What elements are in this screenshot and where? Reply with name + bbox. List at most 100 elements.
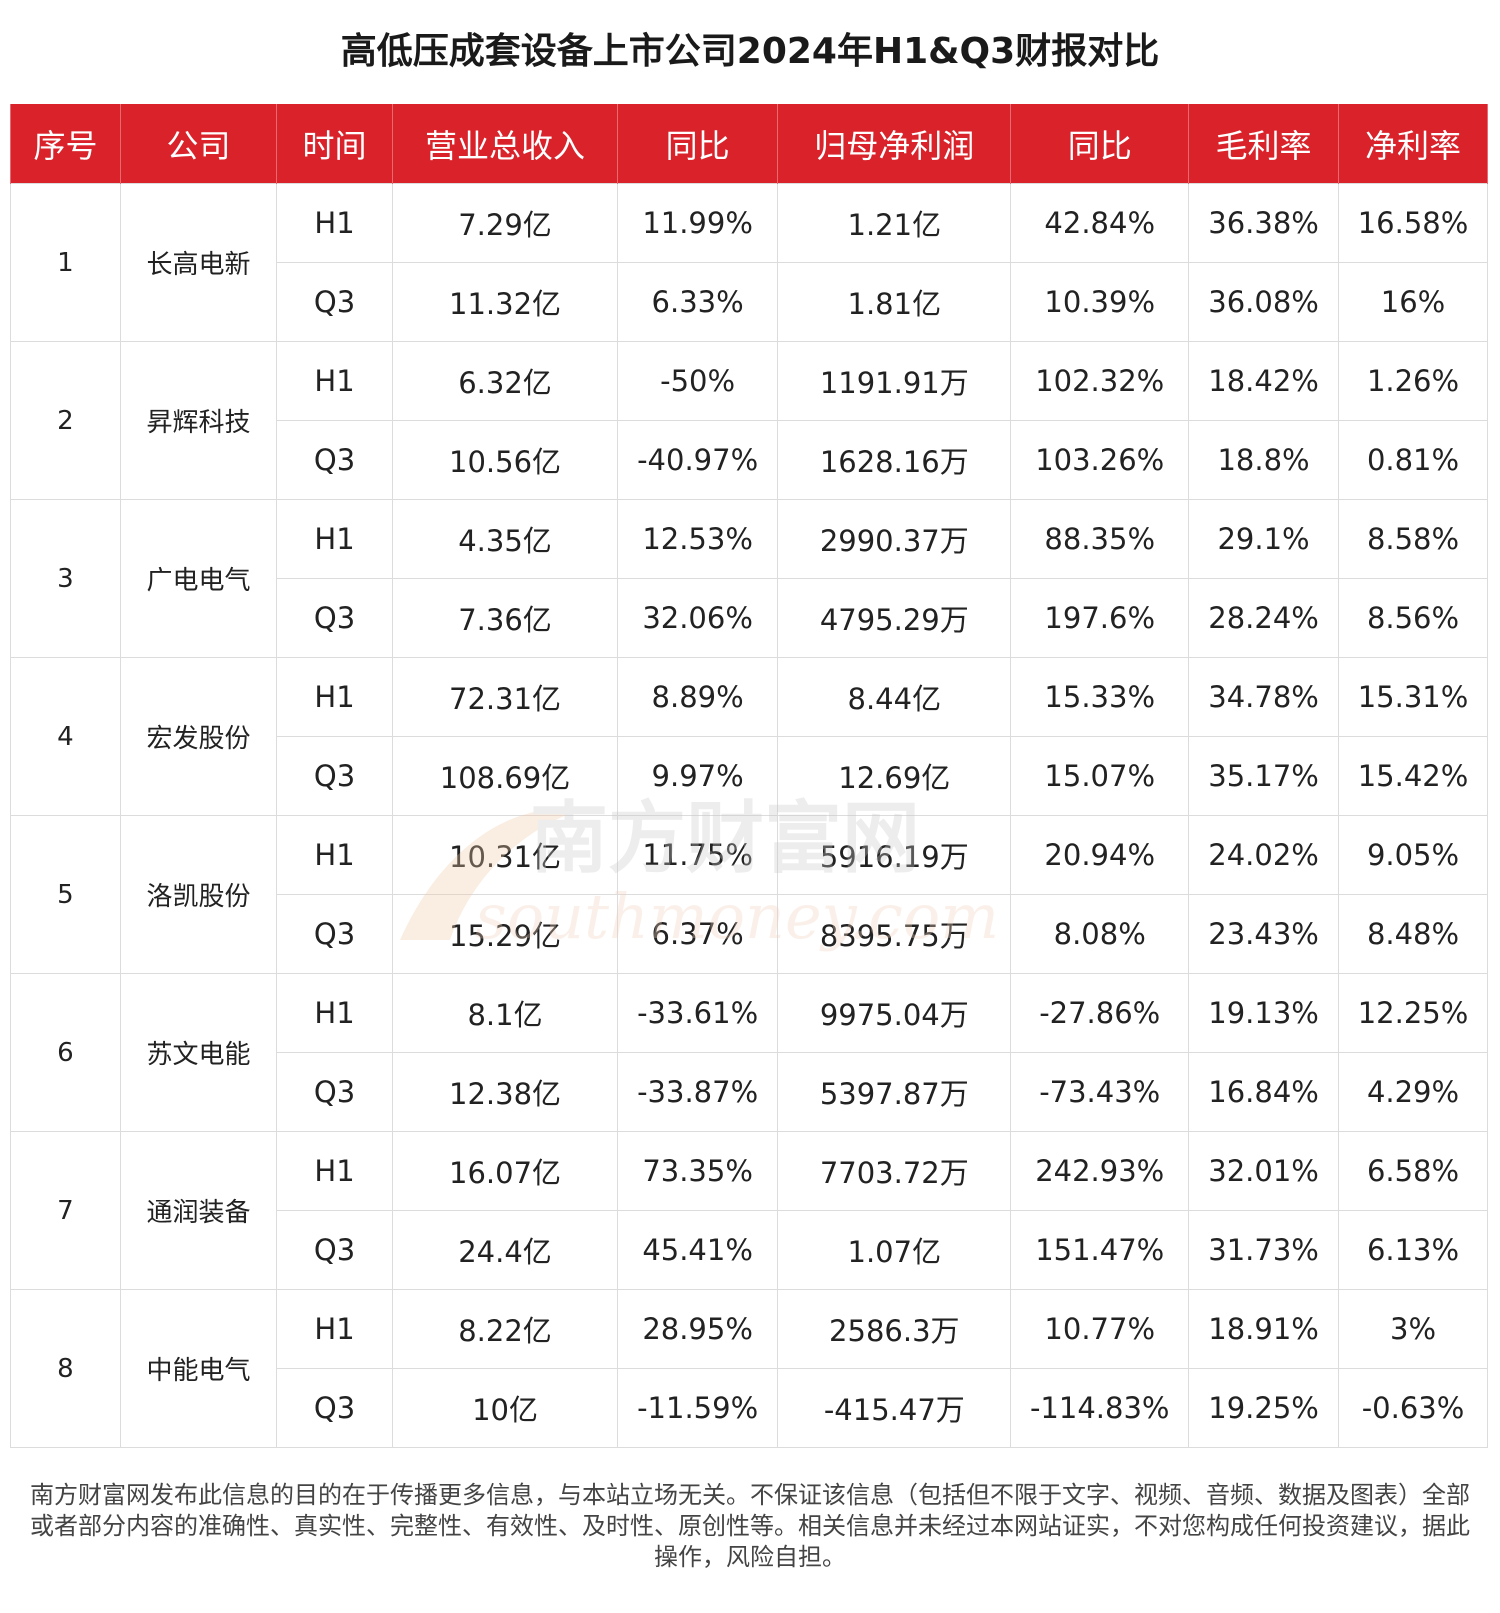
table-row: Q3 108.69亿 9.97% 12.69亿 15.07% 35.17% 15.42%: [11, 736, 1488, 816]
table-cell: 15.07%: [1010, 736, 1190, 816]
table-row: Q3 7.36亿 32.06% 4795.29万 197.6% 28.24% 8.56%: [11, 578, 1488, 658]
table-cell: 12.69亿: [777, 736, 1012, 816]
table-cell: 5916.19万: [777, 815, 1012, 895]
table-cell: 8.44亿: [777, 657, 1012, 737]
column-header: 毛利率: [1188, 104, 1340, 184]
table-cell: -27.86%: [1010, 973, 1190, 1053]
table-cell: 8.48%: [1338, 894, 1488, 974]
table-row: 6 苏文电能 H1 8.1亿 -33.61% 9975.04万 -27.86% 19.13% 1…: [10, 973, 1488, 1132]
table-cell: 24.4亿: [392, 1210, 618, 1290]
table-cell: 18.8%: [1188, 420, 1340, 500]
table-cell: 5397.87万: [777, 1052, 1012, 1132]
table-cell: -33.87%: [616, 1052, 779, 1132]
table-header-row: 序号 公司 时间 营业总收入 同比 归母净利润 同比 毛利率 净利率: [10, 104, 1488, 184]
financial-table: 序号 公司 时间 营业总收入 同比 归母净利润 同比 毛利率 净利率 1 长高电新 H1 7.29亿 1…: [10, 104, 1488, 1448]
table-row: 5 洛凯股份 H1 10.31亿 11.75% 5916.19万 20.94% 24.02% 9…: [10, 815, 1488, 974]
table-cell: 16.84%: [1188, 1052, 1340, 1132]
table-row: 7 通润装备 H1 16.07亿 73.35% 7703.72万 242.93% 32.01%…: [10, 1131, 1488, 1290]
table-cell: 0.81%: [1338, 420, 1488, 500]
table-cell: 73.35%: [616, 1131, 779, 1211]
row-index: 6: [10, 973, 121, 1132]
table-cell: 28.95%: [616, 1289, 779, 1369]
table-cell: Q3: [275, 262, 394, 342]
table-cell: 10.39%: [1010, 262, 1190, 342]
table-cell: 28.24%: [1188, 578, 1340, 658]
column-header: 同比: [616, 104, 779, 184]
disclaimer-footer: 南方财富网发布此信息的目的在于传播更多信息，与本站立场无关。不保证该信息（包括但…: [30, 1481, 1470, 1571]
table-cell: 9.97%: [616, 736, 779, 816]
table-cell: -40.97%: [616, 420, 779, 500]
company-name: 昇辉科技: [119, 341, 278, 500]
table-cell: 12.38亿: [392, 1052, 618, 1132]
table-cell: 16%: [1338, 262, 1488, 342]
row-index: 2: [10, 341, 121, 500]
table-cell: 8.22亿: [392, 1289, 618, 1369]
table-cell: 15.31%: [1338, 657, 1488, 737]
table-cell: Q3: [275, 736, 394, 816]
table-cell: 15.29亿: [392, 894, 618, 974]
table-cell: H1: [275, 815, 394, 895]
row-index: 8: [10, 1289, 121, 1448]
table-cell: H1: [275, 341, 394, 421]
table-cell: 19.25%: [1188, 1368, 1340, 1448]
table-cell: 34.78%: [1188, 657, 1340, 737]
table-cell: 6.58%: [1338, 1131, 1488, 1211]
company-name: 中能电气: [119, 1289, 278, 1448]
table-cell: H1: [275, 499, 394, 579]
table-row: Q3 10亿 -11.59% -415.47万 -114.83% 19.25% -0.63%: [11, 1368, 1488, 1448]
table-cell: 4.35亿: [392, 499, 618, 579]
table-cell: 19.13%: [1188, 973, 1340, 1053]
table-cell: 6.32亿: [392, 341, 618, 421]
table-cell: 45.41%: [616, 1210, 779, 1290]
table-cell: 36.38%: [1188, 183, 1340, 263]
table-cell: 1.07亿: [777, 1210, 1012, 1290]
table-cell: 242.93%: [1010, 1131, 1190, 1211]
column-header: 营业总收入: [392, 104, 618, 184]
table-cell: 15.33%: [1010, 657, 1190, 737]
table-cell: 151.47%: [1010, 1210, 1190, 1290]
table-row: Q3 24.4亿 45.41% 1.07亿 151.47% 31.73% 6.13%: [11, 1210, 1488, 1290]
table-cell: 12.53%: [616, 499, 779, 579]
table-cell: -73.43%: [1010, 1052, 1190, 1132]
table-cell: 10.31亿: [392, 815, 618, 895]
table-cell: -33.61%: [616, 973, 779, 1053]
page-title: 高低压成套设备上市公司2024年H1&Q3财报对比: [340, 31, 1160, 72]
table-row: 2 昇辉科技 H1 6.32亿 -50% 1191.91万 102.32% 18.42% 1.2…: [10, 341, 1488, 500]
table-cell: 24.02%: [1188, 815, 1340, 895]
table-cell: 29.1%: [1188, 499, 1340, 579]
row-index: 1: [10, 183, 121, 342]
table-row: 3 广电电气 H1 4.35亿 12.53% 2990.37万 88.35% 29.1% 8.5…: [10, 499, 1488, 658]
table-cell: 1191.91万: [777, 341, 1012, 421]
table-cell: 7.29亿: [392, 183, 618, 263]
table-cell: 11.75%: [616, 815, 779, 895]
table-cell: 9.05%: [1338, 815, 1488, 895]
table-cell: 8.58%: [1338, 499, 1488, 579]
company-name: 长高电新: [119, 183, 278, 342]
table-cell: 32.01%: [1188, 1131, 1340, 1211]
financial-table-container: 序号 公司 时间 营业总收入 同比 归母净利润 同比 毛利率 净利率 1 长高电新 H1 7.29亿 1…: [10, 104, 1488, 1448]
column-header: 公司: [119, 104, 278, 184]
table-cell: 32.06%: [616, 578, 779, 658]
column-header: 时间: [275, 104, 394, 184]
table-cell: Q3: [275, 578, 394, 658]
table-cell: 102.32%: [1010, 341, 1190, 421]
table-cell: 4795.29万: [777, 578, 1012, 658]
table-cell: H1: [275, 973, 394, 1053]
table-cell: H1: [275, 1131, 394, 1211]
table-cell: Q3: [275, 1052, 394, 1132]
row-index: 3: [10, 499, 121, 658]
table-cell: 10.56亿: [392, 420, 618, 500]
table-cell: 7703.72万: [777, 1131, 1012, 1211]
table-cell: 2586.3万: [777, 1289, 1012, 1369]
table-cell: 36.08%: [1188, 262, 1340, 342]
row-index: 5: [10, 815, 121, 974]
table-body: 1 长高电新 H1 7.29亿 11.99% 1.21亿 42.84% 36.38% 16.58…: [10, 183, 1488, 1448]
table-cell: 16.07亿: [392, 1131, 618, 1211]
table-cell: 3%: [1338, 1289, 1488, 1369]
table-cell: 23.43%: [1188, 894, 1340, 974]
table-cell: 18.91%: [1188, 1289, 1340, 1369]
table-cell: 42.84%: [1010, 183, 1190, 263]
table-cell: 11.32亿: [392, 262, 618, 342]
table-cell: 4.29%: [1338, 1052, 1488, 1132]
table-cell: 20.94%: [1010, 815, 1190, 895]
